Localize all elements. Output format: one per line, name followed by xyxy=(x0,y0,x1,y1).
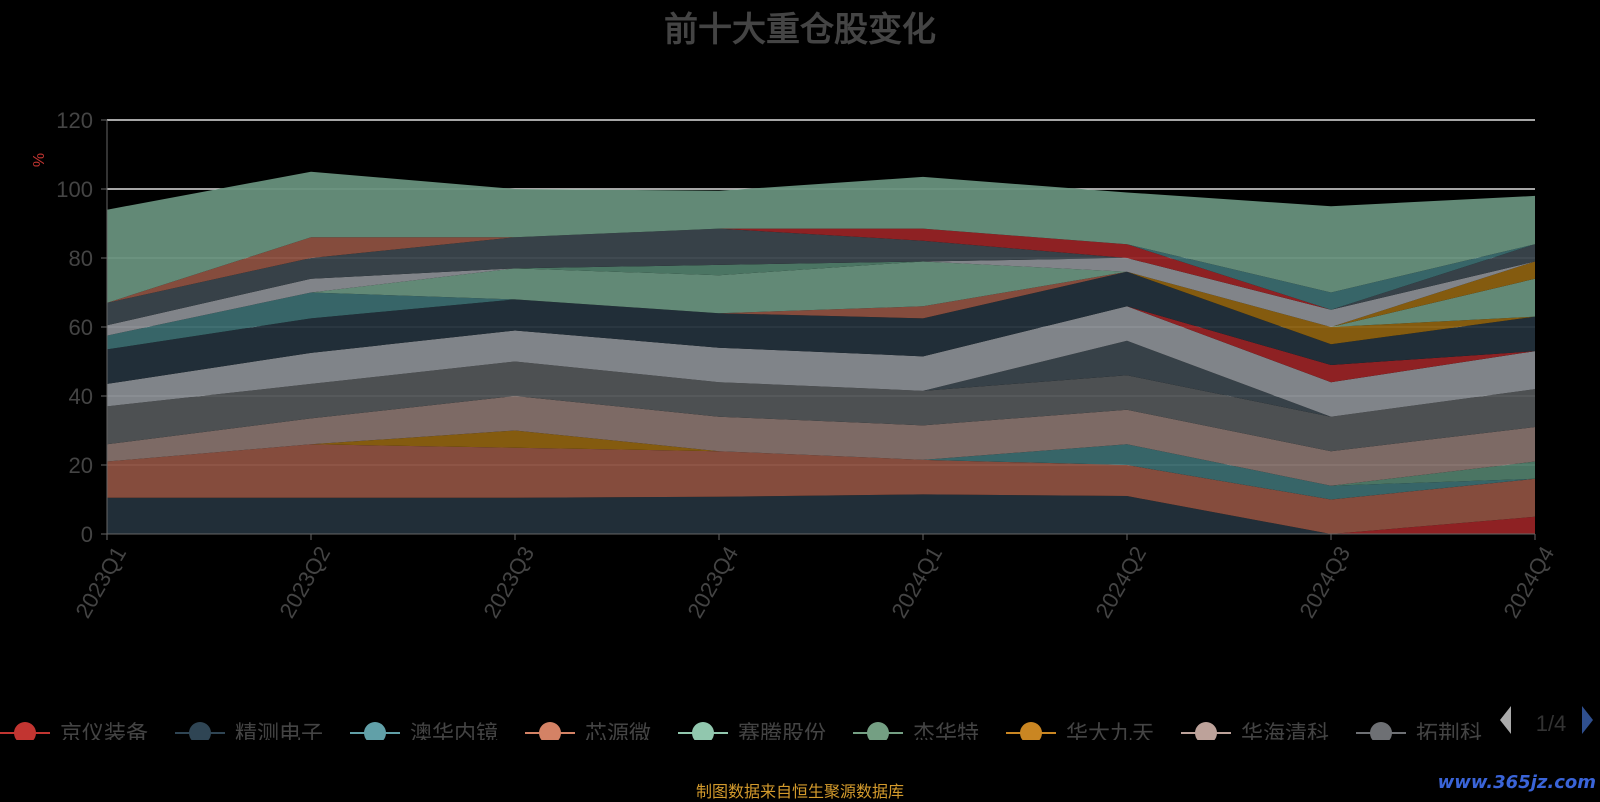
area-series-13 xyxy=(107,271,1535,350)
legend-label: 精测电子 xyxy=(235,721,323,746)
legend-marker xyxy=(1020,722,1042,740)
legend-item[interactable]: 华海清科 xyxy=(1181,721,1329,746)
stacked-areas xyxy=(107,171,1535,534)
legend-label: 杰华特 xyxy=(913,721,979,746)
area-series-9 xyxy=(107,306,1535,417)
chart-title: 前十大重仓股变化 xyxy=(664,10,936,50)
area-series-15 xyxy=(107,261,1535,336)
x-tick-label: 2024Q4 xyxy=(1498,542,1559,622)
area-series-7 xyxy=(107,361,1535,452)
y-tick-label: 100 xyxy=(56,177,93,202)
legend-label: 华大九天 xyxy=(1066,721,1154,746)
area-series-5 xyxy=(107,430,1535,486)
y-tick-label: 40 xyxy=(69,384,93,409)
area-series-18 xyxy=(107,258,1535,336)
area-series-23 xyxy=(107,171,1535,303)
area-series-10 xyxy=(107,306,1535,384)
x-tick-labels: 2023Q1 2023Q2 2023Q3 2023Q4 2024Q1 2024Q2 2024… xyxy=(70,542,1559,622)
legend-label: 澳华内镜 xyxy=(410,721,498,746)
triangle-right-icon[interactable] xyxy=(1582,706,1593,734)
x-tick-label: 2024Q3 xyxy=(1294,542,1355,622)
legend: 京仪装备 精测电子 澳华内镜 芯源微 赛腾股份 杰华特 华大九天 华海清科 拓荆科技 xyxy=(0,721,1504,746)
area-series-4 xyxy=(107,430,1535,486)
source-note: 制图数据来自恒生聚源数据库 xyxy=(695,782,904,801)
legend-label: 芯源微 xyxy=(585,721,651,746)
legend-item[interactable]: 芯源微 xyxy=(525,721,651,746)
legend-label: 华海清科 xyxy=(1241,721,1329,746)
y-tick-label: 120 xyxy=(56,108,93,133)
legend-item[interactable]: 拓荆科技 xyxy=(1356,721,1504,746)
legend-item[interactable]: 杰华特 xyxy=(853,721,979,746)
y-tick-label: 0 xyxy=(81,522,93,547)
legend-item[interactable]: 京仪装备 xyxy=(0,721,148,746)
legend-item[interactable]: 精测电子 xyxy=(175,721,323,746)
legend-page-indicator: 1/4 xyxy=(1536,711,1567,736)
legend-marker xyxy=(867,722,889,740)
legend-marker xyxy=(14,722,36,740)
legend-marker xyxy=(189,722,211,740)
axes xyxy=(101,119,1536,540)
x-tick-label: 2023Q1 xyxy=(70,542,131,622)
area-series-0 xyxy=(107,494,1535,534)
x-tick-label: 2023Q3 xyxy=(478,542,539,622)
y-axis-label: % xyxy=(31,153,48,167)
area-series-3 xyxy=(107,444,1535,500)
area-series-11 xyxy=(107,271,1535,384)
x-tick-label: 2023Q4 xyxy=(682,542,743,622)
legend-marker xyxy=(1195,722,1217,740)
area-series-2 xyxy=(107,444,1535,534)
legend-marker xyxy=(1370,722,1392,740)
legend-item[interactable]: 赛腾股份 xyxy=(678,721,826,746)
legend-label: 京仪装备 xyxy=(60,721,148,746)
legend-marker xyxy=(692,722,714,740)
area-series-14 xyxy=(107,271,1535,350)
y-tick-label: 60 xyxy=(69,315,93,340)
x-tick-label: 2024Q1 xyxy=(886,542,947,622)
x-tick-label: 2024Q2 xyxy=(1090,542,1151,622)
legend-label: 拓荆科技 xyxy=(1416,721,1504,746)
legend-label: 赛腾股份 xyxy=(738,721,826,746)
x-tick-label: 2023Q2 xyxy=(274,542,335,622)
area-series-6 xyxy=(107,396,1535,486)
legend-marker xyxy=(364,722,386,740)
y-tick-label: 80 xyxy=(69,246,93,271)
area-series-1 xyxy=(107,494,1535,534)
y-tick-label: 20 xyxy=(69,453,93,478)
legend-marker xyxy=(539,722,561,740)
triangle-left-icon[interactable] xyxy=(1500,706,1511,734)
legend-item[interactable]: 华大九天 xyxy=(1006,721,1154,746)
area-series-12 xyxy=(107,271,1535,350)
y-tick-labels: 0 20 40 60 80 100 120 xyxy=(56,108,93,547)
area-series-19 xyxy=(107,228,1535,326)
legend-pager: 1/4 xyxy=(1500,706,1593,736)
legend-item[interactable]: 澳华内镜 xyxy=(350,721,498,746)
watermark: www.365jz.com xyxy=(1437,772,1596,793)
